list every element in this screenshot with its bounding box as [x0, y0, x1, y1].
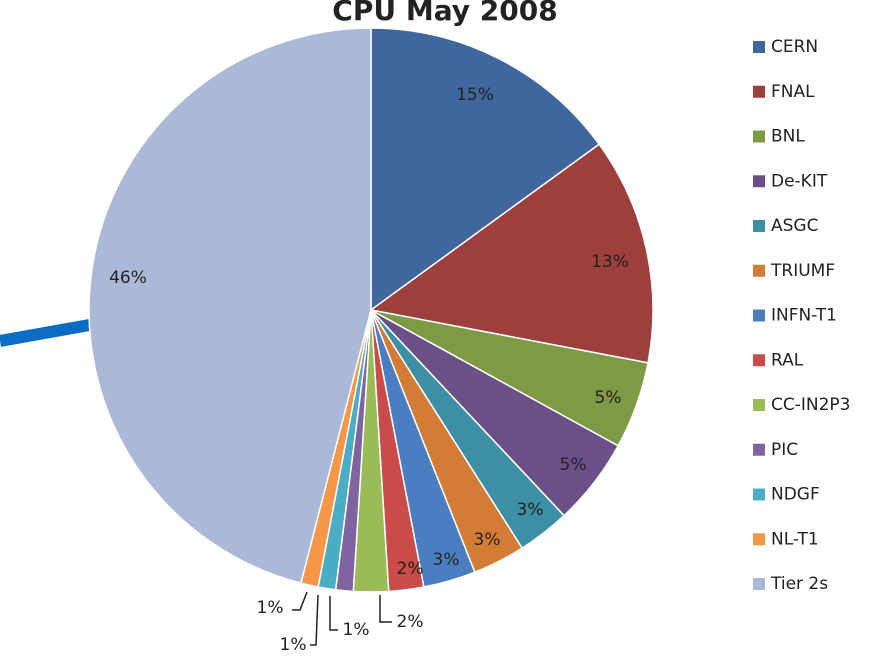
- leader-line: [310, 594, 319, 646]
- legend-label: CC-IN2P3: [771, 395, 851, 415]
- legend-swatch: [753, 264, 765, 277]
- legend-label: RAL: [771, 350, 804, 370]
- data-label: 3%: [517, 500, 544, 520]
- legend-label: Tier 2s: [770, 574, 828, 594]
- data-label: 3%: [433, 550, 460, 570]
- pie-slice: [369, 143, 654, 364]
- data-label: 5%: [560, 455, 587, 475]
- legend-swatch: [753, 488, 765, 501]
- leader-line: [292, 591, 308, 611]
- data-label: 3%: [474, 530, 501, 550]
- leader-line: [379, 595, 392, 623]
- legend-label: ASGC: [771, 216, 818, 236]
- data-label: 13%: [591, 252, 629, 272]
- data-label: 2%: [397, 612, 424, 632]
- legend-label: De-KIT: [771, 171, 828, 191]
- legend-swatch: [753, 41, 765, 53]
- legend-swatch: [753, 354, 765, 367]
- legend-label: NL-T1: [771, 529, 819, 549]
- leader-line: [329, 596, 338, 631]
- pie-slice: [88, 27, 372, 585]
- legend-swatch: [753, 220, 765, 232]
- legend-label: NDGF: [771, 485, 820, 505]
- data-label: 46%: [109, 268, 147, 288]
- legend-swatch: [753, 533, 765, 546]
- legend-swatch: [753, 175, 765, 188]
- legend-swatch: [753, 309, 765, 322]
- legend-swatch: [753, 578, 765, 590]
- data-label: 1%: [257, 598, 284, 618]
- legend-label: FNAL: [771, 82, 815, 102]
- leader-lines: [292, 591, 392, 646]
- pie: [88, 27, 654, 593]
- chart-title: CPU May 2008: [332, 0, 557, 27]
- legend-label: BNL: [771, 127, 805, 147]
- legend-label: PIC: [771, 440, 798, 460]
- data-label: 15%: [456, 85, 494, 105]
- legend-swatch: [753, 85, 765, 98]
- data-label: 1%: [280, 635, 307, 655]
- legend-swatch: [753, 130, 765, 143]
- legend-label: CERN: [771, 37, 818, 57]
- legend-swatch: [753, 399, 765, 411]
- pie-slice: [370, 27, 601, 312]
- data-label: 2%: [397, 559, 424, 579]
- data-label: 1%: [343, 620, 370, 640]
- legend-label: INFN-T1: [771, 306, 837, 326]
- legend-label: TRIUMF: [770, 261, 835, 281]
- legend-swatch: [753, 443, 765, 456]
- data-label: 5%: [595, 388, 622, 408]
